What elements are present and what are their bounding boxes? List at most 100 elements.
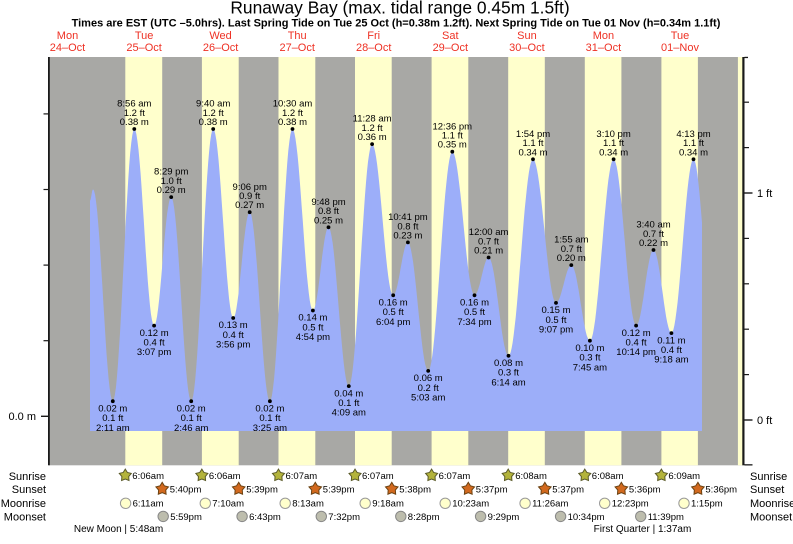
- svg-text:8:28pm: 8:28pm: [408, 512, 440, 523]
- svg-text:0.21 m: 0.21 m: [474, 246, 503, 257]
- svg-text:Tue: Tue: [671, 30, 690, 42]
- svg-text:4:13 pm: 4:13 pm: [676, 129, 710, 140]
- svg-text:0.02 m: 0.02 m: [177, 403, 206, 414]
- svg-text:0.16 m: 0.16 m: [460, 298, 489, 309]
- svg-text:5:37pm: 5:37pm: [552, 484, 584, 495]
- svg-text:6:08am: 6:08am: [592, 471, 624, 482]
- svg-text:0.7 ft: 0.7 ft: [643, 229, 664, 240]
- svg-text:2:46 am: 2:46 am: [174, 423, 208, 434]
- svg-text:3:07 pm: 3:07 pm: [137, 347, 171, 358]
- svg-text:28–Oct: 28–Oct: [356, 42, 391, 54]
- svg-text:0.36 m: 0.36 m: [358, 132, 387, 143]
- svg-text:9:40 am: 9:40 am: [196, 99, 230, 110]
- svg-text:4:09 am: 4:09 am: [332, 408, 366, 419]
- svg-text:29–Oct: 29–Oct: [433, 42, 468, 54]
- svg-text:0.29 m: 0.29 m: [157, 185, 186, 196]
- svg-text:3:10 pm: 3:10 pm: [596, 129, 630, 140]
- svg-text:9:07 pm: 9:07 pm: [539, 325, 573, 336]
- svg-text:0.3 ft: 0.3 ft: [498, 368, 519, 379]
- svg-text:0.38 m: 0.38 m: [199, 117, 228, 128]
- svg-text:Sunrise: Sunrise: [750, 471, 787, 483]
- svg-text:0.02 m: 0.02 m: [98, 403, 127, 414]
- svg-text:1.0 ft: 1.0 ft: [161, 176, 182, 187]
- svg-text:6:11am: 6:11am: [133, 499, 164, 510]
- svg-text:5:03 am: 5:03 am: [411, 393, 445, 404]
- svg-text:0.11 m: 0.11 m: [657, 335, 685, 346]
- svg-text:5:40pm: 5:40pm: [170, 484, 202, 495]
- svg-text:6:06am: 6:06am: [209, 471, 241, 482]
- svg-text:0.0 m: 0.0 m: [8, 411, 36, 423]
- svg-text:0.06 m: 0.06 m: [414, 373, 443, 384]
- svg-text:6:07am: 6:07am: [286, 471, 318, 482]
- svg-text:Runaway Bay (max. tidal range: Runaway Bay (max. tidal range 0.45m 1.5f…: [230, 0, 569, 18]
- svg-text:5:59pm: 5:59pm: [170, 512, 202, 523]
- svg-text:Moonset: Moonset: [4, 511, 46, 523]
- svg-text:9:29pm: 9:29pm: [488, 512, 520, 523]
- svg-text:8:13am: 8:13am: [292, 499, 324, 510]
- svg-text:12:36 pm: 12:36 pm: [432, 121, 472, 132]
- svg-text:0.1 ft: 0.1 ft: [338, 398, 359, 409]
- svg-text:1.1 ft: 1.1 ft: [683, 138, 704, 149]
- svg-text:0.12 m: 0.12 m: [622, 328, 651, 339]
- svg-text:1.1 ft: 1.1 ft: [603, 138, 624, 149]
- svg-text:6:06am: 6:06am: [132, 471, 164, 482]
- svg-text:0.34 m: 0.34 m: [518, 147, 547, 158]
- svg-text:10:23am: 10:23am: [452, 499, 489, 510]
- svg-text:10:14 pm: 10:14 pm: [616, 347, 656, 358]
- svg-text:Tue: Tue: [135, 30, 154, 42]
- svg-text:3:40 am: 3:40 am: [636, 220, 670, 231]
- svg-text:0.7 ft: 0.7 ft: [561, 244, 582, 255]
- svg-text:9:18 am: 9:18 am: [654, 355, 688, 366]
- svg-text:0.20 m: 0.20 m: [557, 253, 586, 264]
- svg-text:7:10am: 7:10am: [212, 499, 244, 510]
- svg-text:0.10 m: 0.10 m: [575, 343, 604, 354]
- svg-text:0.8 ft: 0.8 ft: [397, 221, 418, 232]
- svg-text:01–Nov: 01–Nov: [661, 42, 699, 54]
- svg-text:2:11 am: 2:11 am: [96, 423, 130, 434]
- svg-text:0.02 m: 0.02 m: [255, 403, 284, 414]
- svg-text:3:25 am: 3:25 am: [253, 423, 287, 434]
- svg-text:10:41 pm: 10:41 pm: [388, 212, 428, 223]
- svg-text:7:32pm: 7:32pm: [328, 512, 360, 523]
- svg-text:0.8 ft: 0.8 ft: [318, 206, 339, 217]
- svg-text:0.5 ft: 0.5 ft: [383, 307, 404, 318]
- svg-text:5:37pm: 5:37pm: [476, 484, 508, 495]
- svg-text:Moonset: Moonset: [750, 511, 792, 523]
- svg-text:11:39pm: 11:39pm: [648, 512, 684, 523]
- svg-text:Sunset: Sunset: [12, 484, 46, 496]
- svg-text:30–Oct: 30–Oct: [509, 42, 544, 54]
- svg-text:1:15pm: 1:15pm: [691, 499, 723, 510]
- svg-text:7:45 am: 7:45 am: [573, 362, 607, 373]
- svg-text:10:34pm: 10:34pm: [568, 512, 605, 523]
- svg-text:1 ft: 1 ft: [757, 188, 772, 200]
- svg-text:0.34 m: 0.34 m: [599, 147, 628, 158]
- svg-text:0.04 m: 0.04 m: [334, 388, 363, 399]
- svg-text:8:29 pm: 8:29 pm: [154, 167, 188, 178]
- svg-text:0.08 m: 0.08 m: [494, 358, 523, 369]
- svg-text:First Quarter | 1:37am: First Quarter | 1:37am: [594, 524, 692, 535]
- svg-text:24–Oct: 24–Oct: [50, 42, 85, 54]
- svg-text:0.4 ft: 0.4 ft: [661, 345, 682, 356]
- svg-text:0 ft: 0 ft: [757, 415, 772, 427]
- svg-text:0.38 m: 0.38 m: [120, 117, 149, 128]
- svg-text:11:26am: 11:26am: [532, 499, 568, 510]
- svg-text:0.1 ft: 0.1 ft: [259, 413, 280, 424]
- svg-text:6:08am: 6:08am: [515, 471, 547, 482]
- svg-text:1.2 ft: 1.2 ft: [124, 108, 145, 119]
- svg-text:12:23pm: 12:23pm: [612, 499, 649, 510]
- svg-text:0.2 ft: 0.2 ft: [418, 383, 439, 394]
- svg-text:0.13 m: 0.13 m: [219, 320, 248, 331]
- svg-text:0.12 m: 0.12 m: [140, 328, 169, 339]
- svg-text:0.35 m: 0.35 m: [438, 140, 467, 151]
- svg-text:0.4 ft: 0.4 ft: [626, 338, 647, 349]
- svg-text:8:56 am: 8:56 am: [117, 99, 151, 110]
- svg-text:1.1 ft: 1.1 ft: [442, 131, 463, 142]
- svg-text:25–Oct: 25–Oct: [126, 42, 161, 54]
- svg-text:5:39pm: 5:39pm: [323, 484, 355, 495]
- svg-text:1:55 am: 1:55 am: [554, 235, 588, 246]
- svg-text:5:36pm: 5:36pm: [629, 484, 661, 495]
- svg-text:Moonrise: Moonrise: [1, 498, 46, 510]
- svg-text:4:54 pm: 4:54 pm: [296, 332, 330, 343]
- svg-text:10:30 am: 10:30 am: [273, 99, 313, 110]
- svg-text:Mon: Mon: [57, 30, 78, 42]
